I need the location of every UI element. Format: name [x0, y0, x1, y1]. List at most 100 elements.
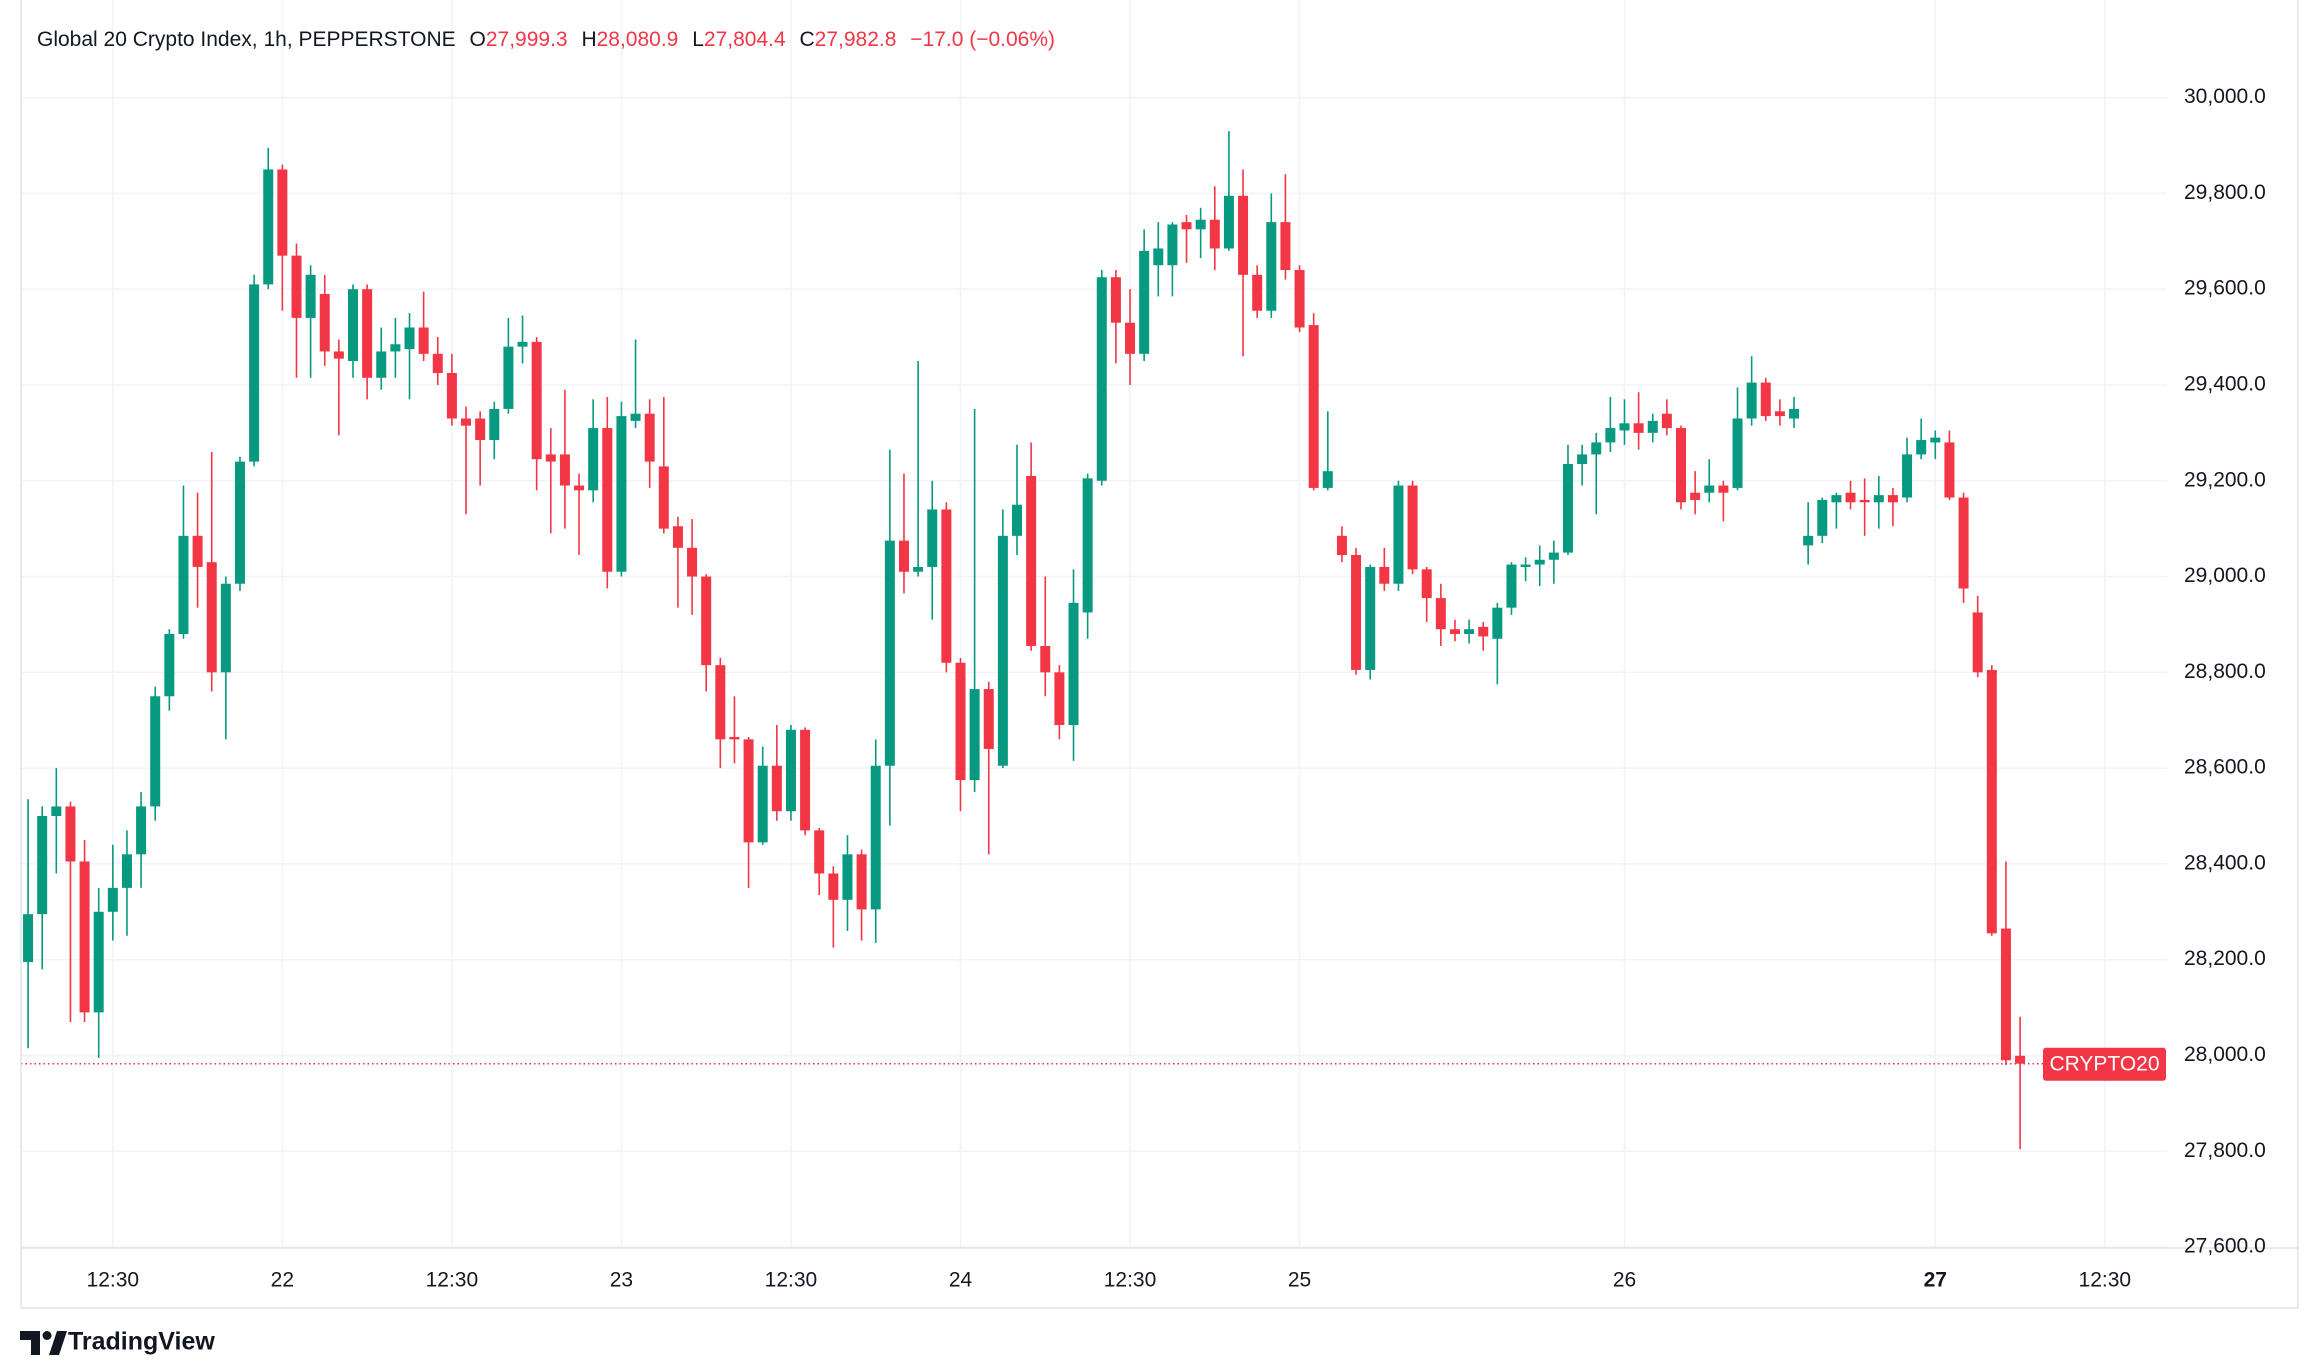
x-tick-label: 24: [949, 1269, 973, 1292]
candle-body: [800, 729, 811, 831]
y-tick-label: 28,400.0: [2184, 851, 2266, 874]
candle-body: [574, 485, 585, 491]
candle-body: [2000, 928, 2011, 1061]
candle-body: [1562, 463, 1573, 553]
candle-body: [1831, 495, 1842, 503]
candle-body: [743, 739, 754, 843]
candle-body: [333, 351, 344, 359]
y-tick-label: 28,600.0: [2184, 756, 2266, 779]
candle-body: [785, 729, 796, 812]
candle-body: [1916, 440, 1927, 455]
candle-body: [1704, 485, 1715, 493]
candle-body: [362, 289, 373, 378]
candle-body: [1167, 224, 1178, 266]
candle-body: [1817, 499, 1828, 536]
candle-body: [1605, 428, 1616, 443]
candle-body: [1252, 274, 1263, 311]
y-tick-label: 28,200.0: [2184, 947, 2266, 970]
candle-body: [432, 353, 443, 373]
x-tick-label: 12:30: [87, 1269, 140, 1292]
candle-body: [1209, 219, 1220, 249]
candle-body: [404, 327, 415, 350]
y-tick-label: 29,000.0: [2184, 564, 2266, 587]
candle-body: [178, 535, 189, 635]
candle-body: [1774, 411, 1785, 417]
candle-body: [545, 454, 556, 462]
x-tick-label: 26: [1613, 1269, 1636, 1292]
header-title: Global 20 Crypto Index, 1h, PEPPERSTONE: [37, 28, 456, 51]
candle-body: [757, 765, 768, 843]
candle-body: [1690, 492, 1701, 500]
candle-body: [1238, 195, 1249, 275]
candle-body: [489, 408, 500, 441]
header-o-label: O: [470, 28, 486, 51]
candle-body: [1548, 552, 1559, 560]
brand-name: TradingView: [68, 1328, 215, 1356]
y-tick-label: 28,000.0: [2184, 1043, 2266, 1066]
candle-body: [503, 346, 514, 409]
candle-body: [1478, 626, 1489, 637]
candles: [21, 131, 2043, 1150]
candle-body: [150, 696, 161, 807]
x-tick-label: 12:30: [1104, 1269, 1157, 1292]
candle-body: [1449, 629, 1460, 635]
candle-body: [1407, 485, 1418, 570]
candle-body: [1266, 222, 1277, 311]
candle-body: [1464, 629, 1475, 635]
candle-body: [955, 662, 966, 781]
candle-body: [249, 284, 260, 462]
candle-body: [1732, 418, 1743, 488]
candle-body: [461, 418, 472, 426]
candle-body: [870, 765, 881, 910]
logo-dot: [42, 1331, 52, 1340]
candle-body: [884, 540, 895, 766]
candle-body: [206, 562, 217, 673]
candle-body: [1647, 420, 1658, 433]
candle-body: [1012, 504, 1023, 536]
x-tick-label: 25: [1288, 1269, 1311, 1292]
candle-body: [1845, 492, 1856, 503]
candle-body: [1577, 454, 1588, 464]
candle-body: [263, 169, 274, 285]
candle-body: [1435, 598, 1446, 630]
candle-body: [588, 428, 599, 491]
candle-body: [1322, 471, 1333, 488]
candle-body: [319, 293, 330, 352]
candle-body: [898, 540, 909, 572]
candle-body: [23, 914, 34, 963]
candle-body: [1506, 564, 1517, 608]
chart-header: Global 20 Crypto Index, 1h, PEPPERSTONE …: [37, 28, 1055, 51]
candle-body: [1365, 566, 1376, 670]
x-tick-label: 23: [610, 1269, 633, 1292]
candle-body: [1520, 564, 1531, 567]
candle-body: [136, 806, 147, 855]
logo-t: [20, 1331, 40, 1355]
candle-body: [814, 830, 825, 874]
candle-body: [913, 566, 924, 572]
candle-body: [1351, 554, 1362, 670]
header-c-label: C: [799, 28, 814, 51]
candle-body: [842, 854, 853, 900]
y-tick-label: 28,800.0: [2184, 660, 2266, 683]
x-tick-label: 12:30: [2079, 1269, 2132, 1292]
candle-body: [51, 806, 62, 817]
y-tick-label: 27,600.0: [2184, 1235, 2266, 1258]
candle-body: [1280, 222, 1291, 271]
candle-body: [1139, 250, 1150, 354]
candle-body: [1746, 382, 1757, 419]
candle-body: [517, 341, 528, 347]
candle-body: [1181, 222, 1192, 230]
candle-body: [65, 806, 76, 862]
candle-body: [277, 169, 288, 256]
candle-body: [1887, 495, 1898, 503]
candle-body: [1676, 428, 1687, 503]
y-tick-label: 29,400.0: [2184, 373, 2266, 396]
candle-body: [1633, 423, 1644, 433]
candle-body: [687, 547, 698, 577]
candle-body: [1125, 322, 1136, 354]
candle-body: [475, 418, 486, 441]
symbol-label: CRYPTO20: [2049, 1052, 2159, 1075]
candle-body: [1308, 325, 1319, 488]
header-open: 27,999.3: [486, 28, 568, 51]
